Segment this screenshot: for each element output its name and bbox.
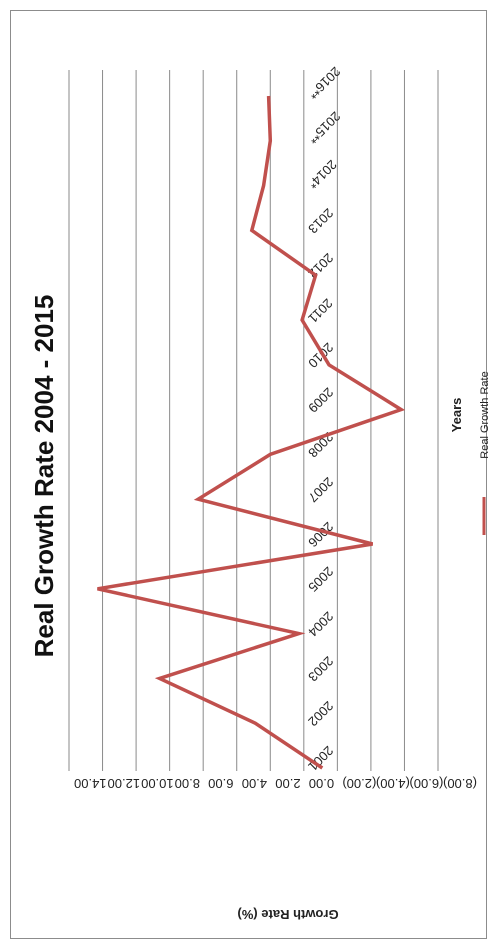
category-label: 2003 <box>305 653 336 684</box>
y-tick-label: 0.00 <box>309 776 334 791</box>
y-tick-labels: 14.00 12.00 10.00 8.00 6.00 4.00 2.00 0.00 (2.00… <box>74 776 477 791</box>
category-label: 2013 <box>305 205 336 236</box>
y-tick-label: 10.00 <box>141 776 174 791</box>
category-label: 2007 <box>305 474 336 505</box>
chart-frame <box>10 10 487 939</box>
y-tick-label: (6.00) <box>409 776 443 791</box>
series-group <box>97 95 406 770</box>
gridlines <box>68 70 439 771</box>
series-line <box>97 95 406 770</box>
category-label: 2002 <box>305 698 336 729</box>
category-label: 2014* <box>305 157 340 192</box>
y-tick-label: 2.00 <box>275 776 300 791</box>
y-tick-label: 14.00 <box>74 776 107 791</box>
category-label: 2012 <box>305 250 336 281</box>
category-label: 2004 <box>305 609 336 640</box>
legend: Real Growth Rate <box>479 371 491 535</box>
y-tick-label: 8.00 <box>175 776 200 791</box>
y-tick-label: (4.00) <box>376 776 410 791</box>
y-tick-label: (2.00) <box>342 776 376 791</box>
category-label: 2005 <box>305 564 336 595</box>
y-tick-label: 12.00 <box>108 776 141 791</box>
y-tick-label: 6.00 <box>208 776 233 791</box>
y-axis-label: Growth Rate (%) <box>237 907 338 922</box>
y-tick-label: (8.00) <box>443 776 477 791</box>
y-tick-label: 4.00 <box>242 776 267 791</box>
category-label: 2009 <box>305 385 336 416</box>
x-axis-label: Years <box>449 398 464 433</box>
chart-title: Real Growth Rate 2004 - 2015 <box>29 295 59 658</box>
legend-label: Real Growth Rate <box>479 371 491 458</box>
